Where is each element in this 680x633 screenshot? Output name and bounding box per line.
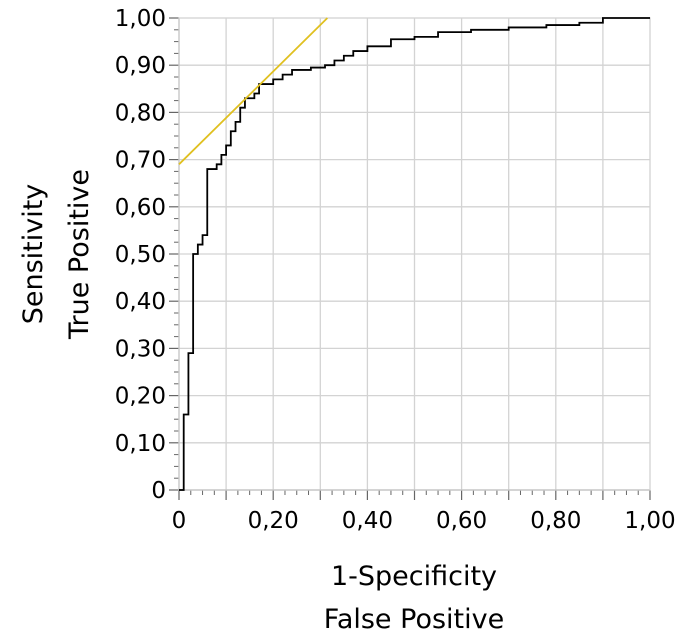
y-tick-label: 0,10	[115, 431, 166, 457]
x-tick-label: 0,40	[342, 508, 393, 534]
x-axis-title: 1-Specificity	[331, 561, 497, 592]
y-tick-label: 0,30	[115, 336, 166, 362]
x-tick-label: 0,60	[436, 508, 487, 534]
tick-labels: 0 0,20 0,40 0,60 0,80 1,00 0 0,10 0,20 0,30 0,40 0,…	[115, 6, 676, 534]
y-axis-title: Sensitivity	[18, 184, 49, 325]
y-tick-label: 0,80	[115, 100, 166, 126]
y-tick-label: 0,70	[115, 148, 166, 174]
y-tick-label: 1,00	[115, 6, 166, 32]
y-tick-label: 0,60	[115, 195, 166, 221]
tangent-line	[178, 17, 329, 165]
gridlines	[179, 18, 650, 490]
x-tick-label: 0,20	[248, 508, 299, 534]
series-layer	[178, 17, 650, 491]
y-tick-label: 0,20	[115, 384, 166, 410]
minor-ticks	[169, 17, 651, 500]
x-tick-label: 0	[172, 508, 187, 534]
axis-titles: 1-Specificity False Positive Sensitivity Tr…	[18, 169, 504, 633]
y-tick-label: 0,50	[115, 242, 166, 268]
x-tick-label: 0,80	[530, 508, 581, 534]
roc-curve	[179, 17, 650, 491]
plot-frame	[178, 17, 651, 491]
x-axis-subtitle: False Positive	[324, 604, 504, 633]
y-tick-label: 0	[151, 478, 166, 504]
y-tick-label: 0,90	[115, 53, 166, 79]
x-tick-label: 1,00	[624, 508, 675, 534]
y-tick-label: 0,40	[115, 289, 166, 315]
y-axis-subtitle: True Positive	[64, 169, 95, 340]
